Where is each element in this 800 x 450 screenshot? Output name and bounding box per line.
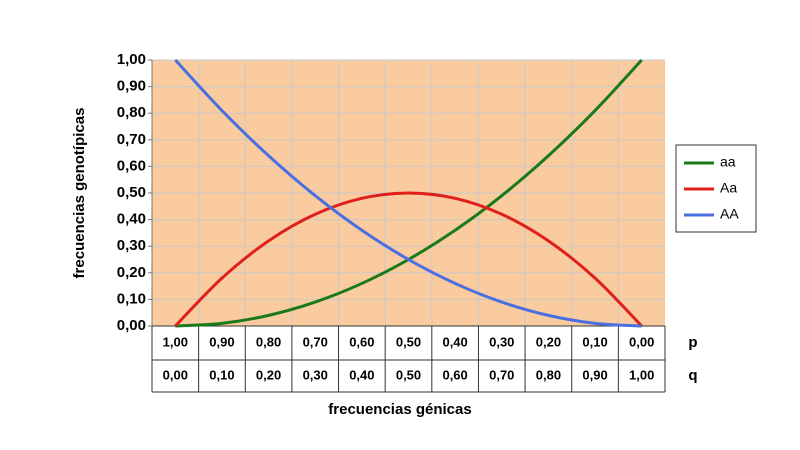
y-tick-label: 0,30 [117, 237, 146, 254]
legend-label: aa [720, 154, 736, 170]
x-tick-label-2: 0,60 [442, 367, 467, 382]
row-label: q [688, 367, 697, 384]
x-tick-label: 0,20 [536, 334, 561, 349]
x-tick-label-2: 0,50 [396, 367, 421, 382]
x-tick-label: 0,70 [303, 334, 328, 349]
x-tick-label-2: 0,20 [256, 367, 281, 382]
y-tick-label: 0,40 [117, 211, 146, 228]
y-tick-label: 0,90 [117, 78, 146, 95]
x-tick-label-2: 0,90 [582, 367, 607, 382]
x-tick-label-2: 1,00 [629, 367, 654, 382]
y-tick-label: 1,00 [117, 51, 146, 68]
series-line [174, 58, 642, 328]
series-line [174, 191, 643, 328]
row-label: p [688, 334, 697, 351]
y-tick-label: 0,70 [117, 131, 146, 148]
x-tick-label-2: 0,30 [303, 367, 328, 382]
y-tick-label: 0,00 [117, 317, 146, 334]
legend-label: Aa [720, 180, 737, 196]
x-tick-label: 1,00 [163, 334, 188, 349]
y-tick-label: 0,10 [117, 290, 146, 307]
x-tick-label-2: 0,80 [536, 367, 561, 382]
x-tick-label: 0,30 [489, 334, 514, 349]
x-tick-label: 0,90 [209, 334, 234, 349]
y-tick-label: 0,80 [117, 104, 146, 121]
y-axis-title: frecuencias genotípicas [71, 108, 88, 279]
legend-label: AA [720, 206, 739, 222]
x-tick-label-2: 0,00 [163, 367, 188, 382]
x-tick-label: 0,40 [442, 334, 467, 349]
x-tick-label: 0,50 [396, 334, 421, 349]
x-tick-label: 0,60 [349, 334, 374, 349]
x-tick-label: 0,10 [582, 334, 607, 349]
y-tick-label: 0,60 [117, 157, 146, 174]
y-tick-label: 0,20 [117, 264, 146, 281]
x-tick-label-2: 0,40 [349, 367, 374, 382]
x-tick-label-2: 0,10 [209, 367, 234, 382]
x-axis-title: frecuencias génicas [328, 401, 471, 418]
y-tick-label: 0,50 [117, 184, 146, 201]
x-tick-label-2: 0,70 [489, 367, 514, 382]
x-tick-label: 0,00 [629, 334, 654, 349]
x-tick-label: 0,80 [256, 334, 281, 349]
